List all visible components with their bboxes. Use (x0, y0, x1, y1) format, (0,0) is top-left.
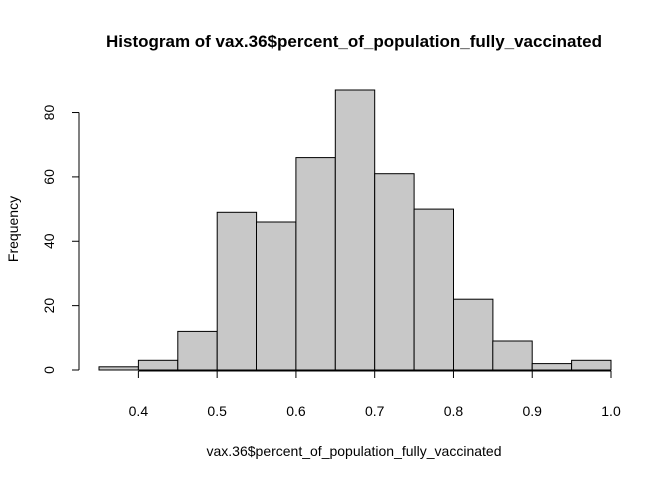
chart-title: Histogram of vax.36$percent_of_populatio… (106, 32, 602, 51)
histogram-bar-7 (374, 173, 415, 371)
x-tick-label: 1.0 (601, 403, 621, 419)
x-tick-label: 0.5 (207, 403, 227, 419)
y-tick-label: 80 (41, 105, 57, 121)
histogram-bar-0 (98, 366, 139, 371)
y-tick-label: 60 (41, 169, 57, 185)
x-tick-label: 0.4 (129, 403, 149, 419)
histogram-bar-9 (453, 298, 494, 371)
histogram-bar-3 (216, 211, 258, 371)
y-tick-label: 20 (41, 298, 57, 314)
y-axis-label: Frequency (5, 196, 21, 262)
x-tick-label: 0.9 (522, 403, 542, 419)
y-axis: 0 20 40 60 80 (41, 105, 80, 374)
x-tick-label: 0.8 (444, 403, 464, 419)
bars-group (98, 89, 612, 371)
histogram-bar-2 (177, 330, 218, 371)
x-tick-label: 0.7 (365, 403, 385, 419)
x-axis-label: vax.36$percent_of_population_fully_vacci… (207, 443, 502, 459)
histogram-bar-5 (295, 157, 336, 371)
y-tick-label: 40 (41, 233, 57, 249)
y-tick-label: 0 (41, 366, 57, 374)
histogram-bar-1 (137, 359, 179, 371)
x-tick-label: 0.6 (286, 403, 306, 419)
histogram-bar-10 (492, 340, 533, 371)
x-axis: 0.4 0.5 0.6 0.7 0.8 0.9 1.0 (129, 370, 621, 419)
histogram-bar-8 (413, 208, 455, 371)
histogram-bar-6 (334, 89, 376, 371)
histogram-bar-11 (531, 363, 573, 371)
histogram-bar-12 (571, 359, 612, 371)
histogram-bar-4 (256, 221, 297, 371)
